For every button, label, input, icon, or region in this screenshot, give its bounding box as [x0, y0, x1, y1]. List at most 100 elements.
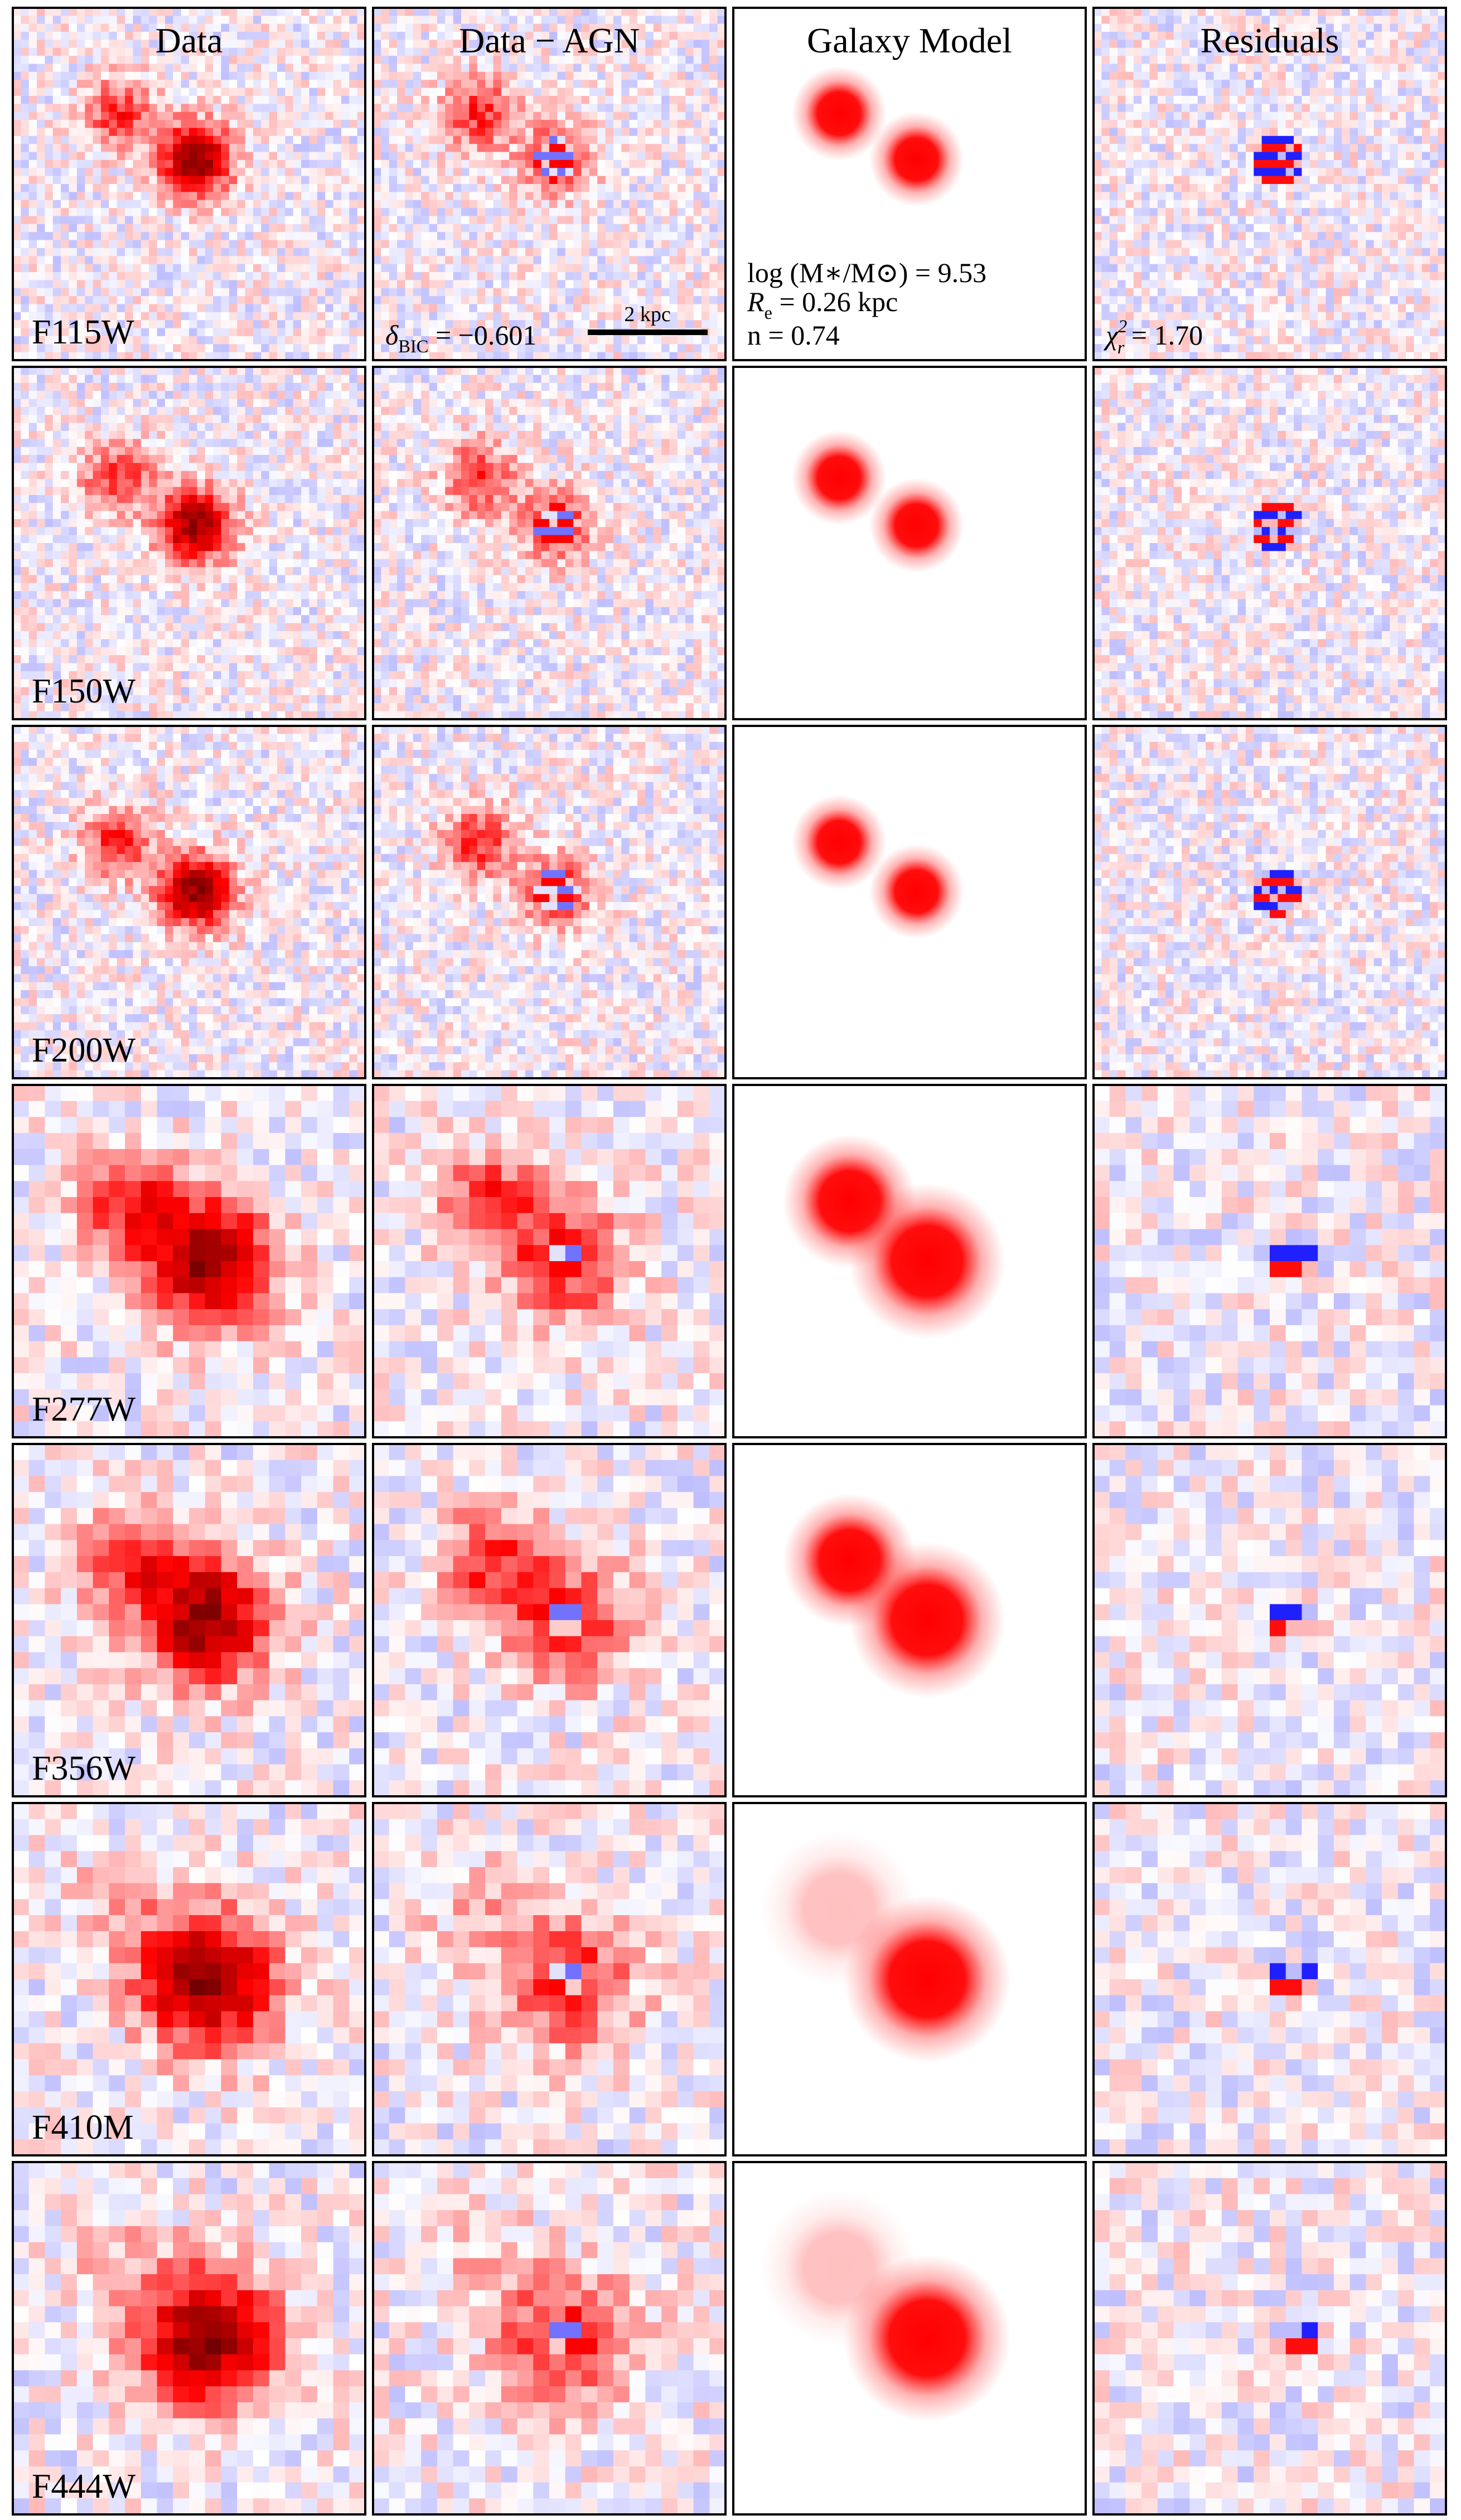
pixel	[213, 104, 221, 112]
pixel	[333, 224, 342, 232]
pixel	[205, 120, 214, 128]
pixel	[333, 56, 342, 64]
pixel	[261, 256, 269, 264]
pixel	[309, 120, 317, 128]
pixel	[269, 160, 278, 168]
pixel	[285, 264, 293, 273]
pixel	[301, 144, 309, 152]
pixel	[213, 280, 221, 288]
pixel	[253, 16, 262, 24]
pixel	[333, 168, 342, 176]
pixel	[301, 64, 309, 72]
pixel	[21, 168, 29, 176]
pixel	[29, 64, 37, 72]
pixel	[45, 256, 53, 264]
pixel	[125, 168, 133, 176]
pixel	[277, 96, 286, 104]
pixel	[293, 144, 302, 152]
pixel	[53, 80, 61, 88]
pixel	[253, 64, 262, 72]
pixel	[293, 248, 302, 256]
pixel	[349, 264, 357, 273]
pixel	[77, 144, 85, 152]
pixel	[261, 208, 269, 216]
pixel	[77, 8, 85, 16]
pixel	[253, 160, 262, 168]
pixel	[213, 216, 221, 224]
pixel	[21, 32, 29, 40]
pixel	[77, 208, 85, 216]
pixel	[85, 144, 93, 152]
pixel	[69, 240, 78, 249]
pixel	[229, 240, 238, 249]
pixel	[317, 80, 326, 88]
pixel	[205, 64, 214, 72]
pixel	[245, 200, 254, 209]
pixel	[149, 64, 157, 72]
pixel	[349, 144, 357, 152]
pixel	[317, 88, 326, 96]
pixel	[165, 64, 173, 72]
pixel	[125, 80, 133, 88]
pixel	[277, 24, 286, 32]
pixel	[45, 240, 53, 249]
pixel	[173, 176, 181, 185]
pixel	[213, 96, 221, 104]
pixel	[85, 232, 93, 240]
pixel	[309, 24, 317, 32]
pixel	[141, 32, 149, 40]
pixel	[197, 128, 205, 136]
pixel	[333, 16, 342, 24]
pixel	[109, 216, 117, 224]
pixel	[309, 88, 317, 96]
pixel	[277, 16, 286, 24]
pixel	[173, 88, 181, 96]
pixel	[253, 120, 262, 128]
pixel	[101, 280, 109, 288]
pixel	[181, 152, 190, 161]
pixel	[221, 96, 229, 104]
pixel	[61, 288, 69, 297]
pixel	[117, 32, 125, 40]
pixel	[77, 240, 85, 249]
pixel	[245, 128, 254, 136]
pixel	[45, 112, 53, 120]
pixel	[133, 48, 141, 56]
pixel	[213, 224, 221, 232]
pixel	[21, 256, 29, 264]
pixel	[149, 216, 157, 224]
pixel	[45, 32, 53, 40]
pixel	[77, 16, 85, 24]
pixel	[325, 160, 333, 168]
pixel	[173, 232, 181, 240]
pixel	[189, 288, 197, 297]
pixel	[133, 120, 141, 128]
pixel	[149, 152, 157, 161]
pixel	[77, 280, 85, 288]
pixel	[309, 272, 317, 280]
pixel	[205, 72, 214, 80]
pixel	[157, 72, 166, 80]
pixel	[37, 128, 45, 136]
pixel	[245, 24, 254, 32]
pixel	[325, 152, 333, 161]
pixel	[253, 176, 262, 185]
pixel	[141, 72, 149, 80]
pixel	[141, 160, 149, 168]
pixel	[141, 224, 149, 232]
pixel	[101, 192, 109, 200]
pixel	[229, 176, 238, 185]
pixel	[181, 288, 190, 297]
pixel	[109, 24, 117, 32]
pixel	[37, 32, 45, 40]
pixel	[245, 104, 254, 112]
pixel	[29, 128, 37, 136]
pixel	[293, 72, 302, 80]
pixel	[213, 88, 221, 96]
pixel	[301, 224, 309, 232]
pixel	[341, 152, 350, 161]
pixel	[157, 88, 166, 96]
pixel	[125, 192, 133, 200]
pixel	[157, 144, 166, 152]
pixel	[149, 120, 157, 128]
